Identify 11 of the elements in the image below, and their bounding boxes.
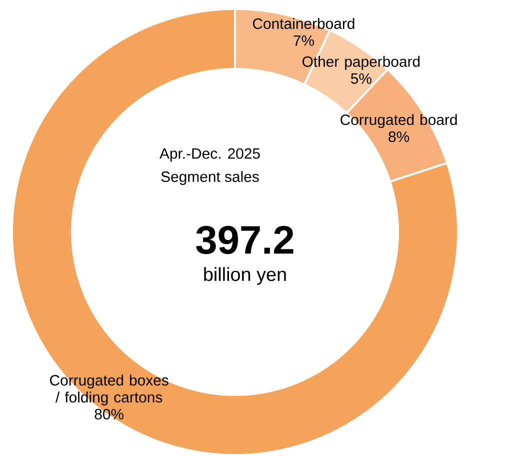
- slice-label: Containerboard: [252, 18, 354, 29]
- data-label: 7%: [294, 35, 314, 46]
- text: Apr.-Dec. 2025: [160, 148, 260, 162]
- text: Segment sales: [161, 171, 259, 185]
- data-label: 8%: [388, 131, 410, 142]
- text: 397.2: [196, 226, 294, 254]
- text: billion yen: [204, 267, 286, 285]
- slice-label: Other paperboard: [302, 56, 420, 70]
- data-label: 5%: [350, 73, 372, 84]
- slice-label: Corrugated board: [340, 114, 457, 128]
- data-label: 80%: [94, 408, 124, 420]
